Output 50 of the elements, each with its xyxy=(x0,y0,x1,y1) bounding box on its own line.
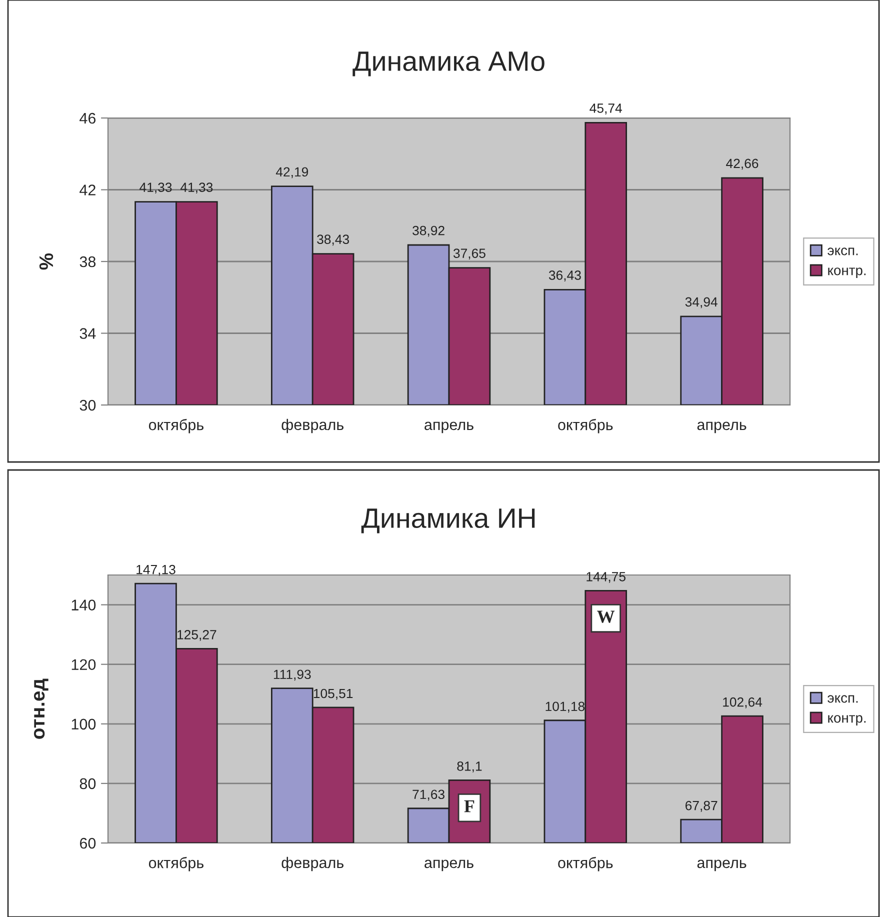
x-tick-label: апрель xyxy=(697,422,746,434)
y-tick-label: 42 xyxy=(80,184,96,196)
y-tick-label: 60 xyxy=(80,838,96,849)
data-label: 147,13 xyxy=(136,564,176,576)
annotation: W xyxy=(597,610,615,623)
x-tick-label: октябрь xyxy=(558,418,613,434)
x-tick-label: октябрь xyxy=(558,856,613,872)
legend-label: эксп. xyxy=(828,695,858,703)
data-label: 38,43 xyxy=(317,234,349,246)
y-tick-label: 80 xyxy=(80,778,96,790)
data-label: 42,19 xyxy=(276,167,308,178)
y-tick-label: 34 xyxy=(80,328,96,339)
legend-label: контр. xyxy=(828,715,866,726)
data-label: 45,74 xyxy=(590,104,622,114)
data-label: 102,64 xyxy=(723,697,762,708)
y-axis-title: отн.ед xyxy=(34,678,48,739)
data-label: 105,51 xyxy=(314,688,353,700)
data-label: 111,93 xyxy=(274,670,311,681)
data-label: 36,43 xyxy=(548,270,581,282)
data-label: 38,92 xyxy=(412,226,444,237)
data-label: 144,75 xyxy=(586,572,626,583)
data-label: 37,65 xyxy=(453,248,486,260)
chart-title: Динамика ИН xyxy=(361,508,535,534)
data-label: 67,87 xyxy=(686,800,718,812)
data-label: 101,18 xyxy=(546,702,585,713)
data-label: 125,27 xyxy=(177,630,216,641)
annotation: F xyxy=(464,800,474,812)
data-label: 71,63 xyxy=(412,790,444,801)
y-tick-label: 46 xyxy=(80,112,96,124)
x-tick-label: февраль xyxy=(282,856,344,872)
x-tick-label: октябрь xyxy=(148,418,204,434)
legend-label: контр. xyxy=(828,268,866,278)
x-tick-label: февраль xyxy=(282,418,344,434)
x-tick-label: октябрь xyxy=(148,856,204,872)
y-axis-title: % xyxy=(39,253,54,270)
data-label: 41,33 xyxy=(180,182,213,194)
y-tick-label: 38 xyxy=(80,256,96,268)
y-tick-label: 120 xyxy=(72,659,96,670)
x-tick-label: апрель xyxy=(424,422,474,434)
x-tick-label: апрель xyxy=(697,860,746,872)
y-tick-label: 100 xyxy=(72,718,96,730)
data-label: 42,66 xyxy=(726,158,758,170)
data-label: 34,94 xyxy=(685,297,718,308)
data-label: 81,1 xyxy=(457,762,482,772)
x-tick-label: апрель xyxy=(424,860,474,872)
legend-label: эксп. xyxy=(828,248,858,256)
y-tick-label: 140 xyxy=(72,600,96,610)
y-tick-label: 30 xyxy=(80,400,96,411)
data-label: 41,33 xyxy=(140,182,172,194)
chart-title: Динамика АМо xyxy=(352,52,544,76)
